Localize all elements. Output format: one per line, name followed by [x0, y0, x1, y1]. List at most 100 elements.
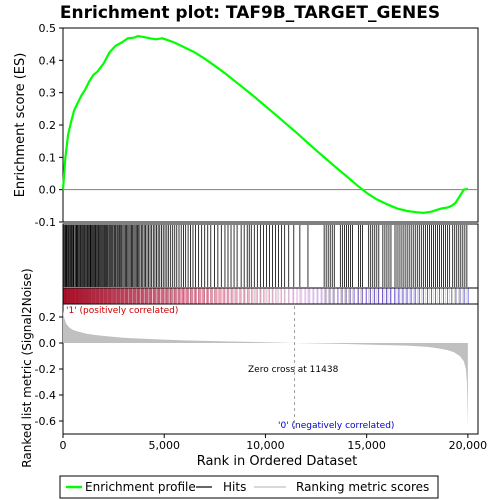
color-bar-segment	[242, 288, 246, 304]
color-bar-segment	[132, 288, 137, 304]
color-bar-segment	[148, 288, 153, 304]
legend: Enrichment profile Hits Ranking metric s…	[59, 475, 439, 499]
color-bar-segment	[320, 288, 323, 304]
x-tick-label: 10,000	[246, 439, 285, 452]
color-bar-segment	[136, 288, 141, 304]
color-bar-segment	[83, 288, 88, 304]
legend-profile-label: Enrichment profile	[85, 480, 196, 494]
color-bar-segment	[222, 288, 226, 304]
color-bar-segment	[99, 288, 104, 304]
chart-title: Enrichment plot: TAF9B_TARGET_GENES	[60, 3, 440, 23]
color-bar-segment	[279, 288, 282, 304]
legend-box	[59, 475, 439, 499]
es-y-label: Enrichment score (ES)	[13, 53, 28, 198]
color-bar-segment	[410, 288, 412, 304]
color-bar-segment	[418, 288, 420, 304]
legend-hits-label: Hits	[223, 480, 246, 494]
color-bar-segment	[181, 288, 185, 304]
color-bar-segment	[414, 288, 416, 304]
color-bar-segment	[292, 288, 295, 304]
color-bar-segment	[406, 288, 408, 304]
metric-y-tick-label: 0.2	[39, 311, 57, 324]
color-bar-segment	[296, 288, 299, 304]
color-bar-segment	[63, 288, 68, 304]
color-bar-segment	[234, 288, 238, 304]
negative-label: '0' (negatively correlated)	[278, 421, 394, 431]
positive-label: '1' (positively correlated)	[66, 306, 178, 316]
metric-y-tick-label: -0.4	[35, 389, 56, 402]
color-bar-segment	[447, 288, 448, 304]
color-bar-segment	[455, 288, 457, 304]
color-bar-segment	[185, 288, 189, 304]
enrichment-profile-line	[61, 34, 469, 215]
color-bar-segment	[79, 288, 84, 304]
rank-color-bar	[63, 288, 469, 304]
color-bar-segment	[210, 288, 214, 304]
color-bar-segment	[381, 288, 384, 304]
color-bar-segment	[373, 288, 376, 304]
color-bar-segment	[247, 288, 250, 304]
x-tick-label: 0	[60, 439, 67, 452]
color-bar-segment	[361, 288, 363, 304]
x-axis: 0 5,000 10,000 15,000 20,000	[60, 434, 488, 452]
color-bar-segment	[255, 288, 258, 304]
x-tick-label: 20,000	[449, 439, 488, 452]
color-bar-segment	[230, 288, 234, 304]
color-bar-segment	[345, 288, 347, 304]
color-bar-segment	[165, 288, 169, 304]
color-bar-segment	[251, 288, 254, 304]
color-bar-segment	[107, 288, 112, 304]
color-bar-segment	[377, 288, 380, 304]
metric-y-tick-label: -0.2	[35, 363, 56, 376]
color-bar-segment	[467, 288, 469, 304]
color-bar-segment	[91, 288, 96, 304]
color-bar-segment	[67, 288, 72, 304]
color-bar-segment	[300, 288, 303, 304]
ranking-metric-area	[63, 310, 468, 428]
legend-metric-label: Ranking metric scores	[296, 480, 429, 494]
color-bar-segment	[304, 288, 307, 304]
color-bar-segment	[349, 288, 351, 304]
color-bar-segment	[267, 288, 270, 304]
color-bar-segment	[328, 288, 331, 304]
metric-y-axis: 0.2 0.0 -0.2 -0.4 -0.6	[35, 311, 63, 428]
x-axis-label: Rank in Ordered Dataset	[197, 454, 358, 469]
hits-marks	[63, 225, 468, 287]
es-y-tick-label: 0.0	[39, 184, 57, 197]
color-bar-segment	[103, 288, 108, 304]
metric-y-tick-label: -0.6	[35, 415, 56, 428]
color-bar-segment	[275, 288, 278, 304]
color-bar-segment	[337, 288, 339, 304]
color-bar-segment	[71, 288, 76, 304]
color-bar-segment	[341, 288, 343, 304]
color-bar-segment	[140, 288, 145, 304]
color-bar-segment	[193, 288, 197, 304]
es-panel-frame	[62, 27, 479, 223]
color-bar-segment	[386, 288, 388, 304]
es-y-tick-label: -0.1	[35, 216, 56, 229]
zero-cross-label: Zero cross at 11438	[248, 365, 339, 375]
color-bar-segment	[332, 288, 335, 304]
color-bar-segment	[144, 288, 149, 304]
color-bar-segment	[169, 288, 173, 304]
color-bar-segment	[206, 288, 210, 304]
color-bar-segment	[214, 288, 218, 304]
color-bar-segment	[75, 288, 80, 304]
color-bar-segment	[308, 288, 311, 304]
metric-y-tick-label: 0.0	[39, 337, 57, 350]
color-bar-segment	[398, 288, 400, 304]
color-bar-segment	[324, 288, 327, 304]
color-bar-segment	[463, 288, 465, 304]
color-bar-segment	[263, 288, 266, 304]
color-bar-segment	[218, 288, 222, 304]
color-bar-segment	[197, 288, 201, 304]
color-bar-segment	[259, 288, 262, 304]
color-bar-segment	[431, 288, 432, 304]
color-bar-segment	[459, 288, 461, 304]
color-bar-segment	[283, 288, 286, 304]
color-bar-segment	[435, 288, 436, 304]
color-bar-segment	[365, 288, 367, 304]
metric-y-label: Ranked list metric (Signal2Noise)	[20, 268, 34, 467]
color-bar-segment	[161, 288, 165, 304]
color-bar-segment	[120, 288, 125, 304]
